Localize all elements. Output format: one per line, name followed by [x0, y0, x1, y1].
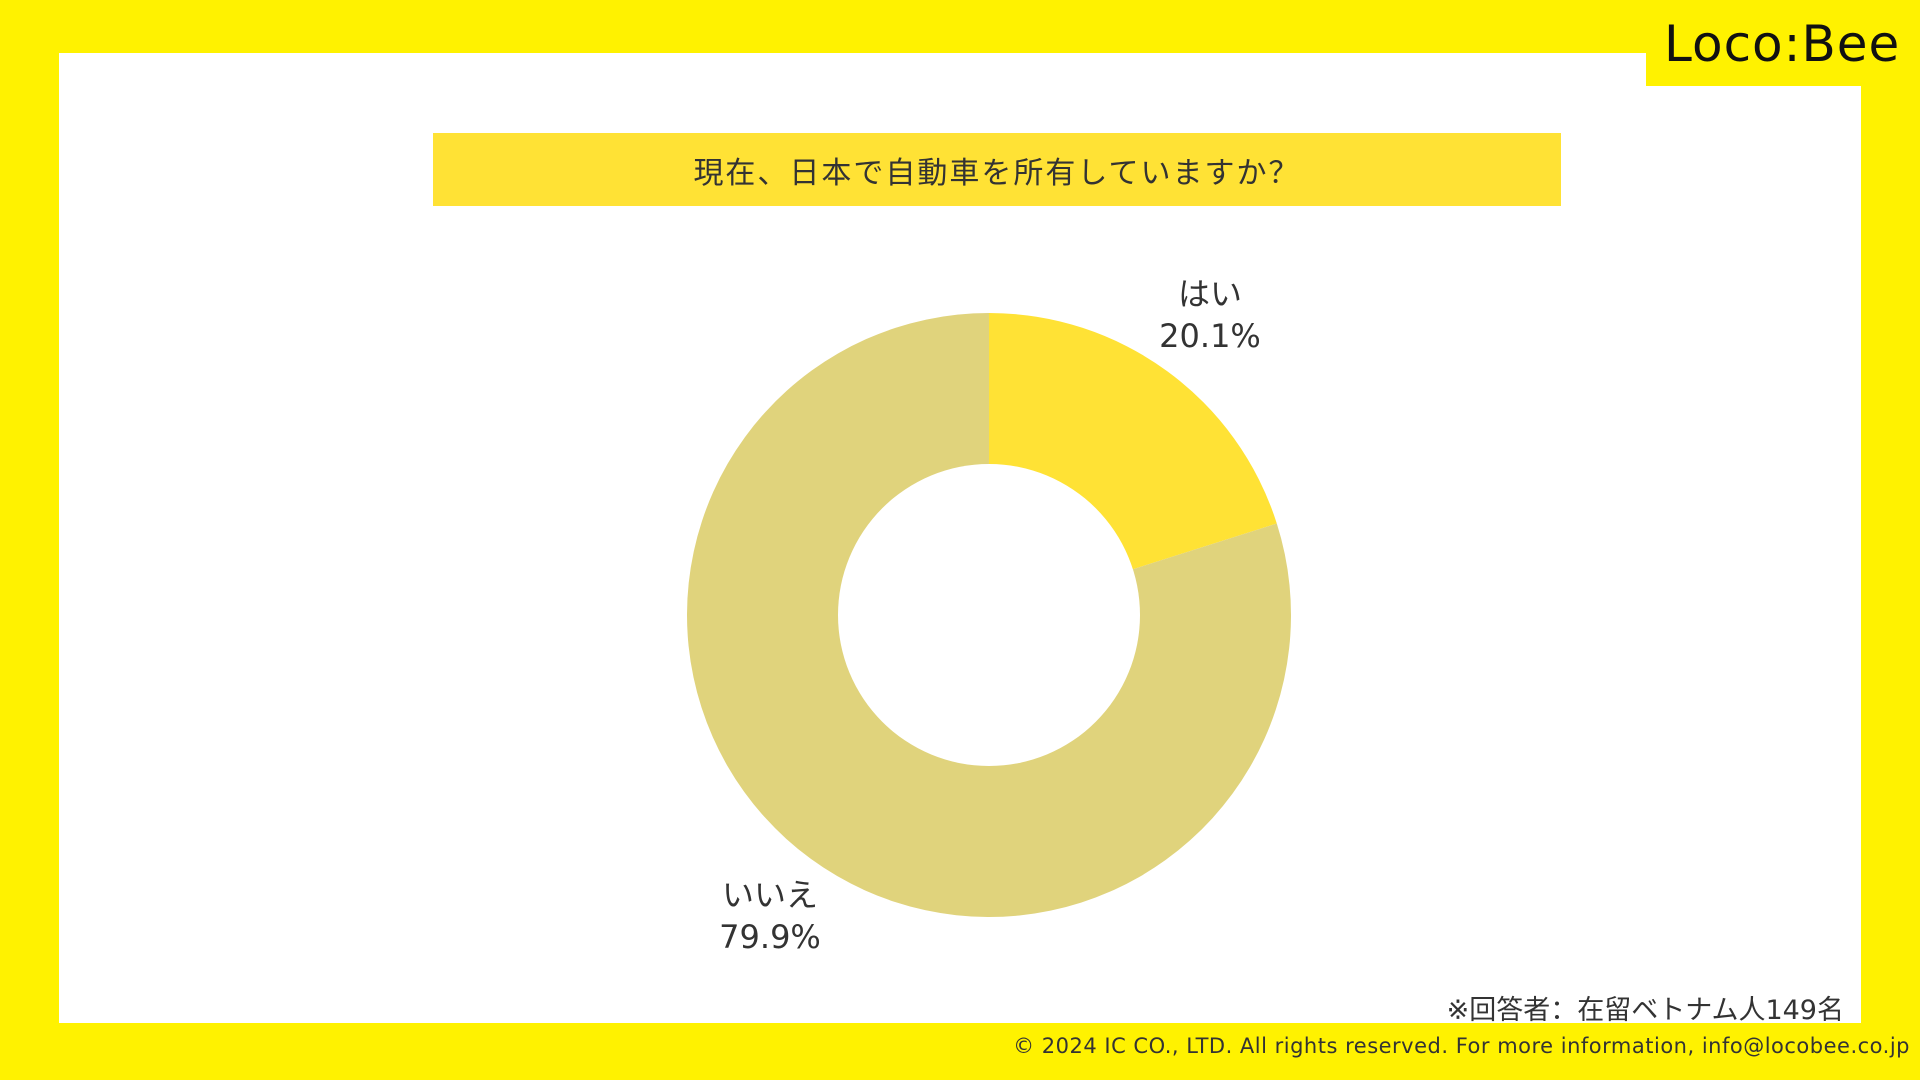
slice-label-no-value: 79.9%	[719, 918, 821, 956]
slice-label-yes-name: はい	[1177, 275, 1242, 313]
chart-title: 現在、日本で自動車を所有していますか？	[693, 155, 1301, 191]
slice-label-no-name: いいえ	[721, 876, 818, 914]
donut-hole	[838, 464, 1140, 766]
brand-logo: Loco:Bee	[1664, 15, 1901, 73]
respondent-note: ※回答者：在留ベトナム人149名	[1446, 995, 1844, 1026]
copyright-text: © 2024 IC CO., LTD. All rights reserved.…	[1013, 1034, 1910, 1058]
chart-title-bar: 現在、日本で自動車を所有していますか？	[433, 133, 1561, 206]
slice-label-yes: はい 20.1%	[1155, 273, 1265, 357]
slice-label-yes-value: 20.1%	[1159, 317, 1261, 355]
slice-label-no: いいえ 79.9%	[700, 874, 840, 958]
logo-background	[1646, 0, 1920, 86]
